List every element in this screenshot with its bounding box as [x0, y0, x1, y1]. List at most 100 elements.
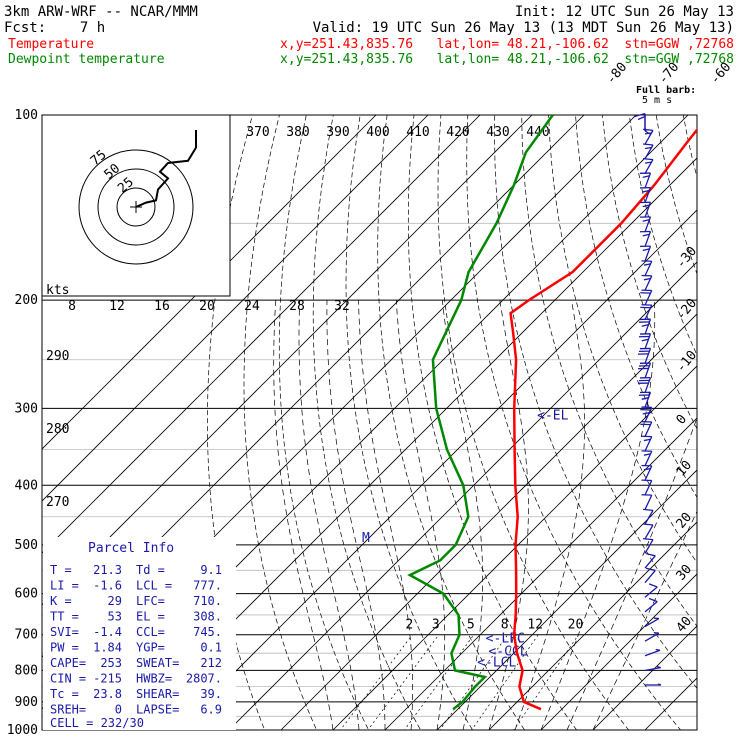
- barb-key-units: 5 m s: [642, 95, 672, 106]
- parcel-value: -1.6: [93, 579, 122, 593]
- barb-staff: [644, 333, 652, 350]
- barb-flag: [643, 277, 651, 281]
- barb-staff: [644, 586, 658, 598]
- barb-staff: [644, 494, 653, 510]
- parcel-label: TT =: [50, 610, 79, 624]
- wind-barb: [644, 632, 660, 642]
- parcel-cell: CELL = 232/30: [50, 716, 144, 730]
- isotherm-label: 40: [674, 614, 696, 636]
- isotherm: [42, 115, 481, 554]
- barb-flag: [642, 233, 650, 237]
- mixing-ratio-label: 3: [432, 618, 440, 633]
- parcel-label: Tc =: [50, 687, 79, 701]
- barb-staff: [644, 290, 653, 306]
- barb-flag: [643, 263, 651, 266]
- isotherm-label: 10: [674, 458, 696, 480]
- wind-barb: [640, 406, 653, 423]
- parcel-value: 6.9: [200, 703, 222, 717]
- wind-barb: [643, 508, 654, 525]
- wind-barb: [641, 435, 653, 452]
- parcel-value: 21.3: [93, 563, 122, 577]
- theta-label: 440: [526, 125, 549, 140]
- wind-barb: [638, 318, 652, 335]
- mixing-ratio-label: 8: [501, 618, 509, 633]
- parcel-label: LAPSE=: [136, 703, 179, 717]
- parcel-row: Tc = 23.8 SHEAR= 39.: [50, 687, 222, 701]
- dew-legend-label: Dewpoint temperature: [8, 52, 165, 67]
- pressure-tick-label: 700: [15, 628, 38, 643]
- wind-barb: [641, 274, 653, 291]
- isotherm: [696, 729, 697, 730]
- pressure-tick-label: 900: [15, 695, 38, 710]
- trace-temperature: [509, 127, 697, 711]
- mixing-ratio-label: 12: [527, 618, 543, 633]
- mixing-ratio-line: [403, 634, 475, 730]
- barb-flag: [657, 683, 662, 686]
- barb-flag: [641, 338, 649, 342]
- wind-barb: [639, 230, 652, 247]
- barb-staff: [644, 436, 653, 452]
- wind-barb: [640, 421, 653, 437]
- barb-flag: [633, 112, 646, 118]
- wind-barb: [640, 289, 653, 306]
- barb-staff: [644, 570, 656, 584]
- hodograph-ring: [78, 149, 194, 265]
- parcel-row: TT = 53 EL = 308.: [50, 610, 222, 624]
- parcel-label: CCL=: [136, 625, 165, 639]
- barb-staff: [644, 144, 654, 160]
- wind-barb: [639, 187, 652, 203]
- wind-barb: [639, 172, 652, 189]
- moist-adiabat: [358, 300, 413, 730]
- barb-staff: [644, 510, 654, 525]
- mixing-ratio-label: 2: [405, 618, 413, 633]
- isotherm: [42, 115, 377, 450]
- dry-adiabat: [548, 115, 697, 564]
- parcel-label: SVI=: [50, 625, 79, 639]
- barb-flag: [643, 508, 654, 512]
- wind-barb: [644, 597, 658, 613]
- barb-flag: [642, 204, 650, 208]
- isotherm-label: 30: [674, 562, 696, 584]
- parcel-label: CAPE=: [50, 656, 86, 670]
- barb-flag: [642, 412, 650, 415]
- barb-staff: [644, 524, 654, 540]
- hodograph-ring: [116, 187, 156, 227]
- theta-label: 430: [486, 125, 509, 140]
- dry-adiabat: [575, 115, 697, 498]
- wind-barb: [637, 347, 652, 364]
- parcel-value: 1.84: [93, 641, 122, 655]
- moist-adiabat: [566, 416, 697, 730]
- barb-staff: [644, 649, 661, 657]
- dry-adiabat: [377, 115, 526, 730]
- mixing-ratio-line: [367, 634, 440, 730]
- pressure-tick-label: 1000: [7, 723, 38, 738]
- parcel-value: 23.8: [93, 687, 122, 701]
- barb-flag: [656, 666, 661, 669]
- wind-barb: [643, 537, 654, 554]
- hodograph-speed-label: 32: [334, 299, 350, 314]
- parcel-value: 777.: [193, 579, 222, 593]
- moist-adiabat: [326, 300, 386, 730]
- mixing-ratio-line: [339, 634, 413, 730]
- barb-staff: [644, 275, 653, 291]
- parcel-row: PW = 1.84 YGP= 0.1: [50, 641, 222, 655]
- parcel-row: SREH= 0 LAPSE= 6.9: [50, 703, 222, 717]
- barb-flag: [641, 397, 649, 400]
- theta-label: 370: [246, 125, 269, 140]
- wind-barb: [641, 479, 653, 496]
- isotherm-label: 0: [674, 412, 691, 428]
- theta-label: 420: [446, 125, 469, 140]
- wind-barb: [641, 260, 653, 277]
- theta-left-label: 280: [46, 422, 69, 437]
- wind-barb: [641, 464, 653, 481]
- isotherm-label: 20: [674, 510, 696, 532]
- dew-legend-info: x,y=251.43,835.76 lat,lon= 48.21,-106.62…: [280, 52, 734, 67]
- temp-legend-label: Temperature: [8, 37, 94, 52]
- parcel-value: 710.: [193, 594, 222, 608]
- wind-barb: [633, 112, 646, 130]
- barb-flag: [648, 583, 658, 588]
- barb-flag: [643, 143, 654, 146]
- trace-dewpoint-temperature: [407, 115, 554, 711]
